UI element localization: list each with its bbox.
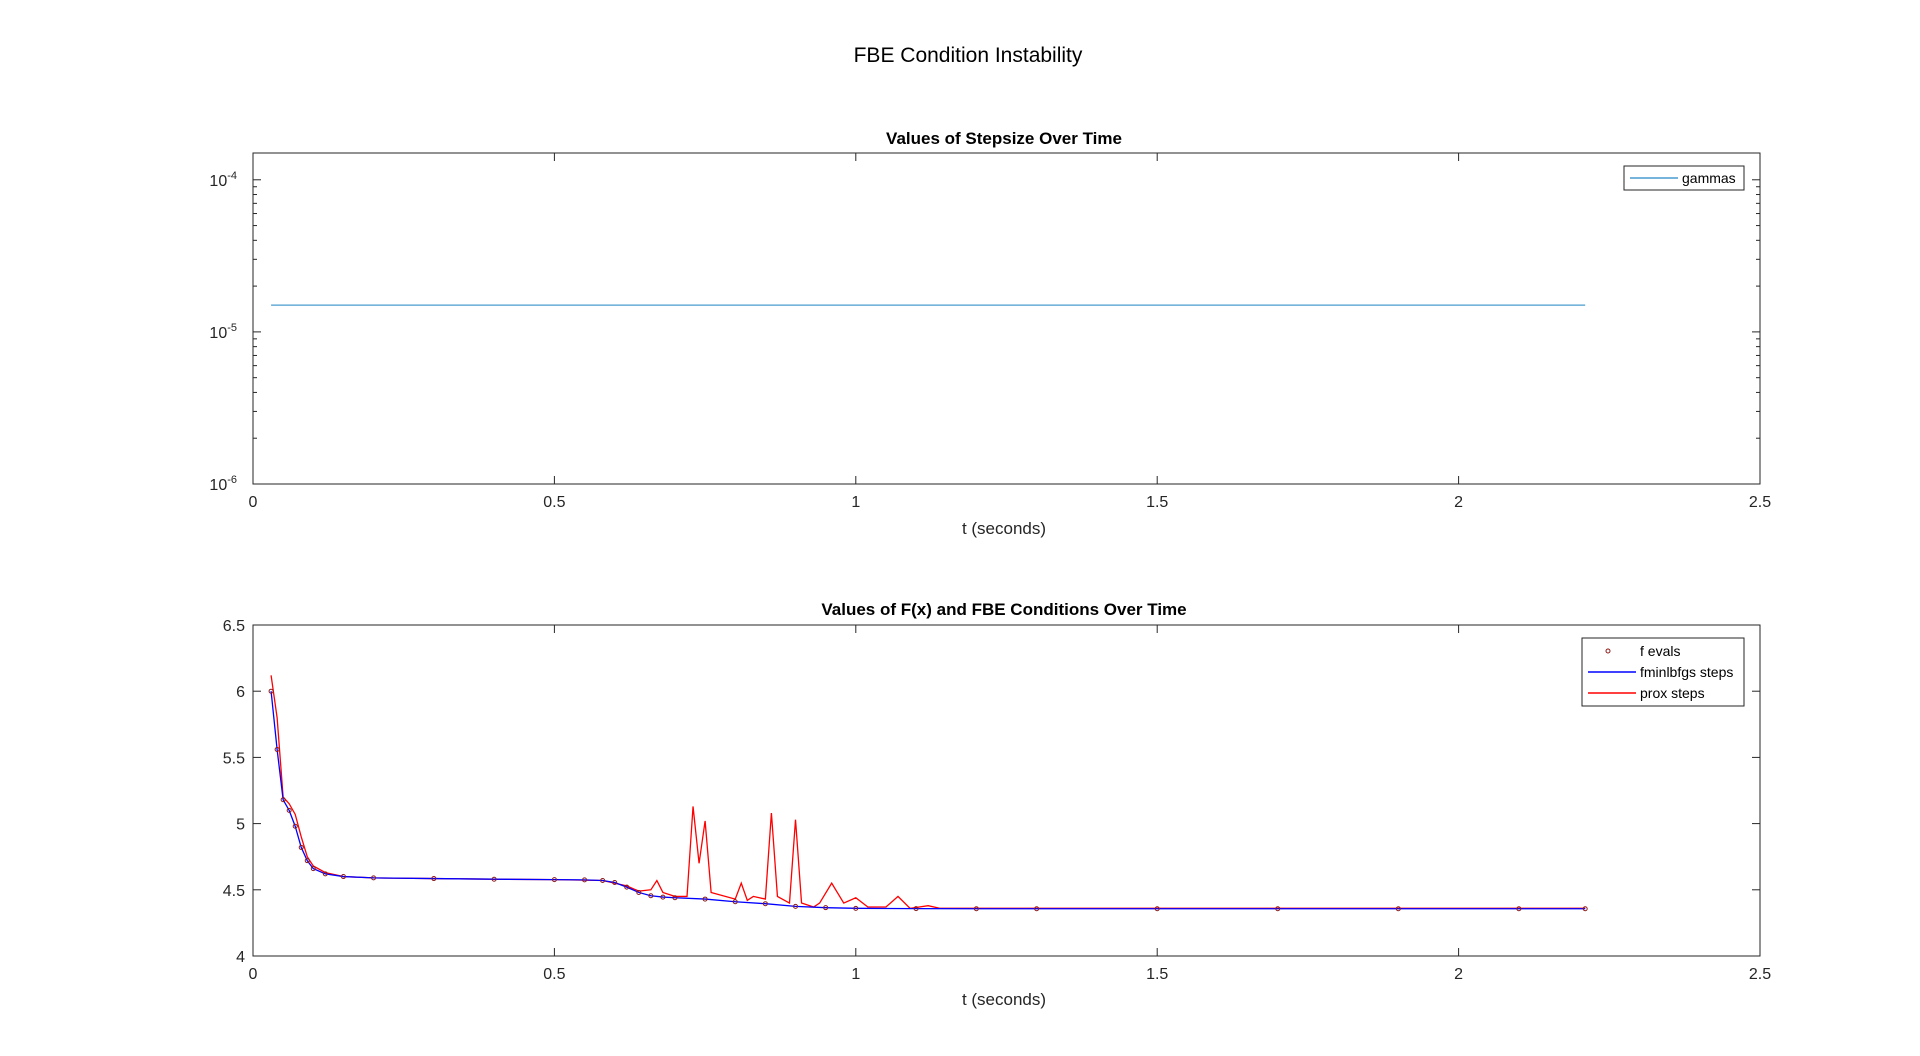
legend-gammas-label: gammas <box>1682 170 1736 186</box>
fx-plot-axes-box <box>252 624 1761 957</box>
fx-ytick-label: 4.5 <box>223 883 245 900</box>
f-evals-point <box>280 797 286 803</box>
stepsize-ytick-label: 10-5 <box>209 322 237 342</box>
f-evals-point <box>551 877 557 883</box>
fminlbfgs-steps-line <box>270 691 1586 910</box>
f-evals-point <box>973 906 979 912</box>
legend-prox-label: prox steps <box>1640 685 1705 701</box>
fx-xtick-label: 1.5 <box>1146 966 1168 983</box>
fx-plot: Values of F(x) and FBE Conditions Over T… <box>223 600 1771 1009</box>
figure-title: FBE Condition Instability <box>854 44 1083 67</box>
f-evals-point <box>582 877 588 883</box>
f-evals-point <box>1395 906 1401 912</box>
stepsize-plot-title: Values of Stepsize Over Time <box>886 129 1122 148</box>
prox-steps-line <box>270 675 1586 910</box>
f-evals-point <box>624 884 630 890</box>
legend-f-evals-label: f evals <box>1640 643 1680 659</box>
stepsize-xtick-label: 1.5 <box>1146 494 1168 511</box>
f-evals-point <box>1582 906 1588 912</box>
fx-xtick-label: 0 <box>249 966 258 983</box>
f-evals-point <box>292 823 298 829</box>
fx-xtick-label: 2.5 <box>1749 966 1771 983</box>
stepsize-ytick-label: 10-6 <box>209 474 237 494</box>
stepsize-ytick-label: 10-4 <box>209 170 237 190</box>
f-evals-point <box>298 844 304 850</box>
fx-legend: f evals fminlbfgs steps prox steps <box>1581 637 1745 707</box>
f-evals-point <box>913 906 919 912</box>
f-evals-point <box>1516 906 1522 912</box>
fx-xtick-label: 0.5 <box>543 966 565 983</box>
stepsize-plot-axes-box <box>252 152 1761 485</box>
fx-ytick-label: 5.5 <box>223 750 245 767</box>
f-evals-point <box>660 894 666 900</box>
f-evals-point <box>431 876 437 882</box>
f-evals-point <box>274 746 280 752</box>
fx-xtick-label: 1 <box>851 966 860 983</box>
stepsize-xtick-label: 2.5 <box>1749 494 1771 511</box>
f-evals-point <box>371 875 377 881</box>
fx-plot-xlabel: t (seconds) <box>962 990 1046 1009</box>
f-evals-point <box>286 807 292 813</box>
f-evals-point <box>636 889 642 895</box>
fx-ytick-label: 6 <box>236 684 245 701</box>
f-evals-point <box>600 878 606 884</box>
stepsize-xtick-label: 0.5 <box>543 494 565 511</box>
f-evals-point <box>793 903 799 909</box>
f-evals-point <box>322 871 328 877</box>
stepsize-plot-xlabel: t (seconds) <box>962 519 1046 538</box>
f-evals-point <box>823 905 829 911</box>
f-evals-point <box>340 874 346 880</box>
stepsize-xtick-label: 1 <box>851 494 860 511</box>
fx-xtick-label: 2 <box>1454 966 1463 983</box>
stepsize-xtick-label: 0 <box>249 494 258 511</box>
f-evals-point <box>310 866 316 872</box>
f-evals-point <box>1154 906 1160 912</box>
f-evals-point <box>612 880 618 886</box>
legend-fminlbfgs-label: fminlbfgs steps <box>1640 664 1733 680</box>
f-evals-point <box>672 895 678 901</box>
f-evals-point <box>491 876 497 882</box>
f-evals-point <box>853 905 859 911</box>
f-evals-point <box>1034 906 1040 912</box>
f-evals-point <box>268 688 274 694</box>
stepsize-xtick-label: 2 <box>1454 494 1463 511</box>
fx-plot-title: Values of F(x) and FBE Conditions Over T… <box>821 600 1186 619</box>
stepsize-plot: Values of Stepsize Over Time 0 0.5 1 1.5 2 2.… <box>209 129 1771 538</box>
f-evals-point <box>732 899 738 905</box>
legend-f-evals-swatch <box>1605 648 1611 654</box>
f-evals-point <box>762 901 768 907</box>
f-evals-point <box>648 893 654 899</box>
f-evals-point <box>702 896 708 902</box>
fx-ytick-label: 6.5 <box>223 618 245 635</box>
fx-ytick-label: 5 <box>236 817 245 834</box>
stepsize-legend: gammas <box>1623 165 1745 191</box>
fx-ytick-label: 4 <box>236 949 245 966</box>
f-evals-point <box>304 858 310 864</box>
f-evals-point <box>1275 906 1281 912</box>
